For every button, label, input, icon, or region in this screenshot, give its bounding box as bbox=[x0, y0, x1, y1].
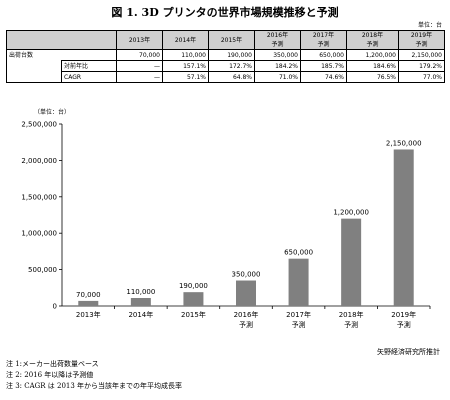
table-unit-label: 単位：台 bbox=[417, 22, 442, 29]
table-header-cell: 2019年 予測 bbox=[398, 30, 445, 50]
y-tick-label: 1,500,000 bbox=[21, 193, 57, 201]
figure-title: 図 1. 3D プリンタの世界市場規模推移と予測 bbox=[111, 6, 339, 19]
table-cell: 74.6% bbox=[300, 71, 347, 83]
table-header-cell: 2017年 予測 bbox=[300, 30, 347, 50]
x-tick-label: 2018年 bbox=[339, 310, 364, 319]
bar-value-label: 650,000 bbox=[284, 249, 313, 257]
table-cell: 1,200,000 bbox=[346, 49, 399, 61]
row-label: CAGR bbox=[61, 71, 117, 83]
table-header-cell: 2016年 予測 bbox=[254, 30, 301, 50]
table-header-cell: 2014年 bbox=[162, 30, 209, 50]
row-label: 出荷台数 bbox=[6, 49, 117, 61]
table-cell: 57.1% bbox=[162, 71, 209, 83]
bar-value-label: 70,000 bbox=[76, 291, 101, 299]
x-tick-sublabel: 予測 bbox=[292, 320, 306, 329]
row-label: 対前年比 bbox=[61, 60, 117, 72]
data-table: 2013年 2014年 2015年 2016年 予測 2017年 予測 2018年予… bbox=[6, 30, 445, 83]
chart-unit-label: （単位：台） bbox=[34, 109, 71, 116]
table-header-cell: 2013年 bbox=[116, 30, 163, 50]
bar bbox=[393, 149, 414, 306]
x-tick-sublabel: 予測 bbox=[239, 320, 253, 329]
footnote: 注 1:メーカー出荷数量ベース bbox=[6, 360, 99, 368]
table-cell: 157.1% bbox=[162, 60, 209, 72]
table-row-yoy: 対前年比 — 157.1% 172.7% 184.2% 185.7% 184.6… bbox=[6, 60, 445, 83]
footnotes: 注 1:メーカー出荷数量ベース 注 2: 2016 年以降は予測値 注 3: C… bbox=[6, 359, 182, 392]
source-note: 矢野経済研究所推計 bbox=[377, 348, 440, 356]
x-tick-label: 2015年 bbox=[181, 310, 206, 319]
row-label-spacer bbox=[6, 60, 62, 83]
bar-value-label: 2,150,000 bbox=[386, 139, 422, 147]
x-tick-label: 2017年 bbox=[286, 310, 311, 319]
y-tick-label: 500,000 bbox=[28, 266, 57, 274]
table-header-corner bbox=[6, 30, 117, 50]
bar-value-label: 190,000 bbox=[179, 282, 208, 290]
table-cell: 71.0% bbox=[254, 71, 301, 83]
table-cell: 350,000 bbox=[254, 49, 301, 61]
footnote: 注 3: CAGR は 2013 年から当該年までの年平均成長率 bbox=[6, 382, 183, 390]
table-cell: 185.7% bbox=[300, 60, 347, 72]
table-header-cell: 2015年 bbox=[208, 30, 255, 50]
table-cell: — bbox=[116, 60, 163, 72]
x-tick-sublabel: 予測 bbox=[344, 320, 358, 329]
bar bbox=[130, 297, 151, 306]
table-cell: — bbox=[116, 71, 163, 83]
bar bbox=[183, 292, 204, 306]
table-cell: 179.2% bbox=[398, 60, 445, 72]
table-cell: 172.7% bbox=[208, 60, 255, 72]
bar-chart: 0 500,000 1,000,000 1,500,000 2,000,000 2,500… bbox=[21, 121, 431, 329]
bar bbox=[288, 258, 309, 306]
table-header-row: 2013年 2014年 2015年 2016年 予測 2017年 予測 2018年予… bbox=[6, 30, 445, 50]
y-tick-label: 0 bbox=[53, 303, 57, 311]
bar bbox=[341, 218, 362, 306]
bar bbox=[78, 300, 99, 306]
table-cell: 110,000 bbox=[162, 49, 209, 61]
y-tick-label: 1,000,000 bbox=[21, 230, 57, 238]
table-header-cell: 2018年 予測 bbox=[346, 30, 399, 50]
table-row-shipments: 出荷台数 70,000 110,000 190,000 350,000 650,… bbox=[6, 49, 445, 61]
x-tick-label: 2013年 bbox=[76, 310, 101, 319]
bar bbox=[236, 280, 256, 306]
footnote: 注 2: 2016 年以降は予測値 bbox=[6, 371, 94, 379]
table-cell: 64.8% bbox=[208, 71, 255, 83]
y-tick-label: 2,000,000 bbox=[21, 157, 57, 165]
table-cell: 184.6% bbox=[346, 60, 399, 72]
bar-value-label: 1,200,000 bbox=[333, 209, 369, 217]
table-cell: 2,150,000 bbox=[398, 49, 445, 61]
table-cell: 76.5% bbox=[346, 71, 399, 83]
x-tick-label: 2019年 bbox=[391, 310, 416, 319]
y-tick-label: 2,500,000 bbox=[21, 121, 57, 129]
table-cell: 184.2% bbox=[254, 60, 301, 72]
x-tick-sublabel: 予測 bbox=[397, 320, 411, 329]
bar-value-label: 350,000 bbox=[232, 271, 261, 279]
table-row-cagr: CAGR — 57.1% 64.8% 71.0% 74.6% 76.5% 77.… bbox=[7, 71, 445, 83]
table-cell: 190,000 bbox=[208, 49, 255, 61]
x-tick-label: 2016年 bbox=[234, 310, 259, 319]
table-cell: 70,000 bbox=[116, 49, 163, 61]
table-cell: 77.0% bbox=[398, 71, 445, 83]
bar-value-label: 110,000 bbox=[126, 288, 155, 296]
table-cell: 650,000 bbox=[300, 49, 347, 61]
x-tick-label: 2014年 bbox=[128, 310, 153, 319]
